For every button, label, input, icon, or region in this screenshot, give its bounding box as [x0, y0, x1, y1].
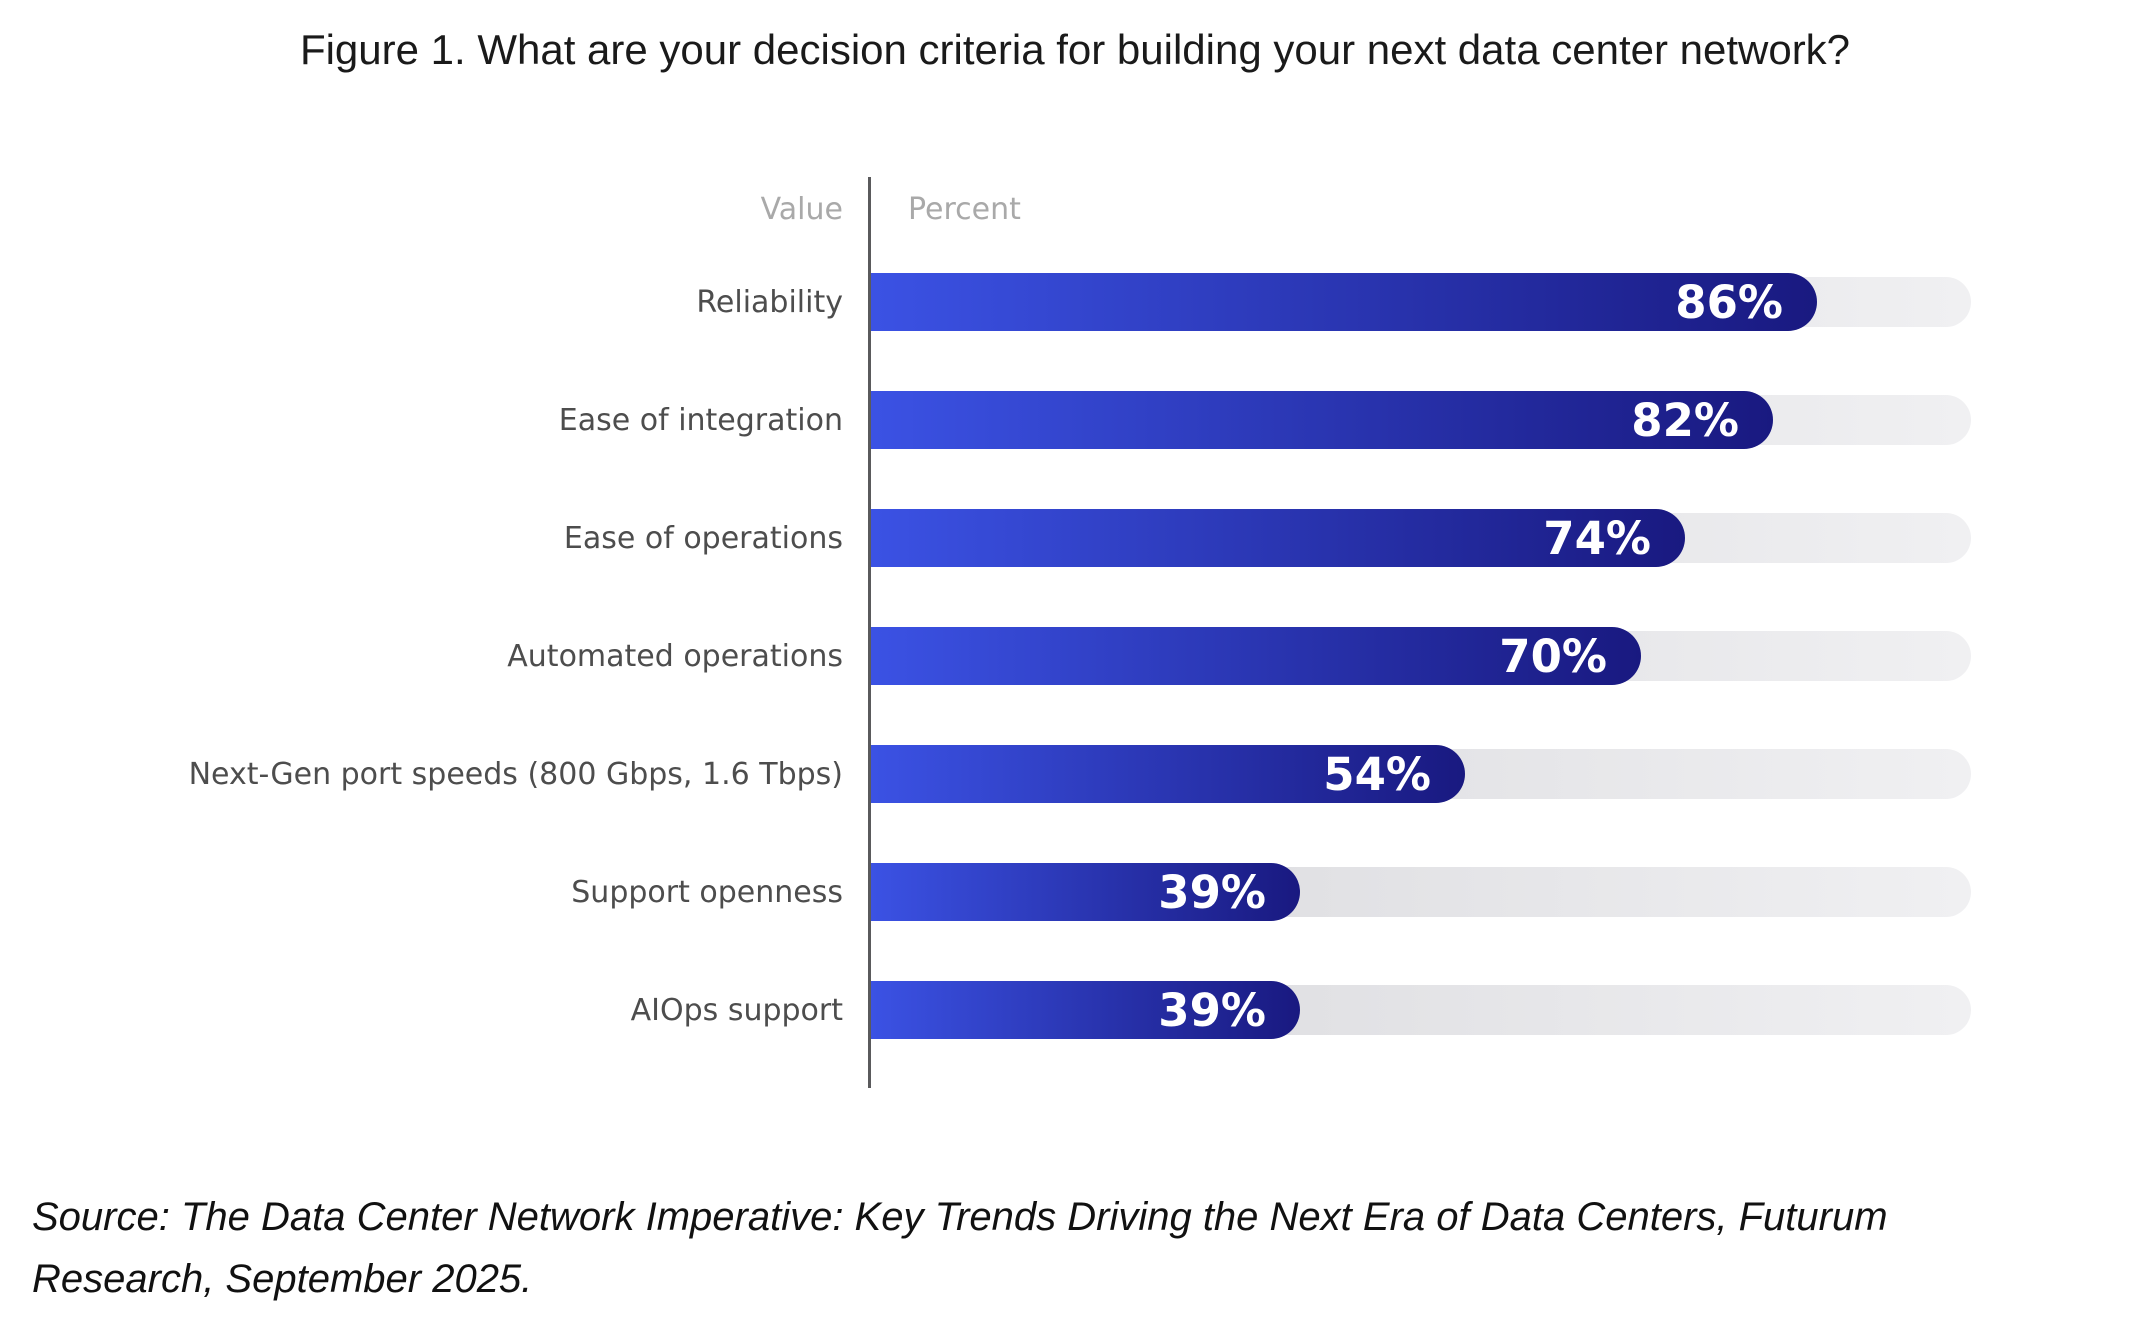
bar-area: 54%	[871, 745, 1971, 803]
chart-row: Reliability 86%	[0, 243, 2150, 361]
axis-line	[868, 177, 871, 1088]
bar-value-label: 39%	[1158, 983, 1266, 1037]
bar-fill: 39%	[871, 863, 1300, 921]
chart-row: Support openness 39%	[0, 833, 2150, 951]
bar-fill: 74%	[871, 509, 1685, 567]
category-label: Ease of operations	[563, 520, 843, 556]
axis-value-label: Value	[760, 192, 843, 227]
bar-chart: Reliability 86% Ease of integration 82% …	[0, 243, 2150, 1069]
bar-area: 74%	[871, 509, 1971, 567]
bar-value-label: 39%	[1158, 865, 1266, 919]
bar-fill: 82%	[871, 391, 1773, 449]
chart-row: AIOps support 39%	[0, 951, 2150, 1069]
chart-row: Next-Gen port speeds (800 Gbps, 1.6 Tbps…	[0, 715, 2150, 833]
bar-fill: 70%	[871, 627, 1641, 685]
bar-fill: 86%	[871, 273, 1817, 331]
figure-title: Figure 1. What are your decision criteri…	[299, 26, 1851, 73]
bar-fill: 54%	[871, 745, 1465, 803]
chart-row: Ease of integration 82%	[0, 361, 2150, 479]
bar-area: 70%	[871, 627, 1971, 685]
bar-area: 39%	[871, 863, 1971, 921]
chart-row: Automated operations 70%	[0, 597, 2150, 715]
bar-value-label: 74%	[1543, 511, 1651, 565]
bar-area: 82%	[871, 391, 1971, 449]
chart-row: Ease of operations 74%	[0, 479, 2150, 597]
source-line-1: Source: The Data Center Network Imperati…	[32, 1195, 1888, 1239]
category-label: Automated operations	[507, 638, 843, 674]
source-line-2: Research, September 2025.	[32, 1257, 533, 1301]
category-label: Support openness	[571, 874, 843, 910]
category-label: AIOps support	[630, 992, 843, 1028]
bar-value-label: 86%	[1675, 275, 1783, 329]
category-label: Next-Gen port speeds (800 Gbps, 1.6 Tbps…	[188, 756, 843, 792]
bar-value-label: 70%	[1499, 629, 1607, 683]
source-citation: Source: The Data Center Network Imperati…	[32, 1186, 2122, 1310]
bar-value-label: 82%	[1631, 393, 1739, 447]
bar-fill: 39%	[871, 981, 1300, 1039]
axis-percent-label: Percent	[908, 192, 1021, 227]
bar-value-label: 54%	[1323, 747, 1431, 801]
bar-area: 86%	[871, 273, 1971, 331]
category-label: Ease of integration	[558, 402, 843, 438]
bar-area: 39%	[871, 981, 1971, 1039]
category-label: Reliability	[696, 284, 843, 320]
